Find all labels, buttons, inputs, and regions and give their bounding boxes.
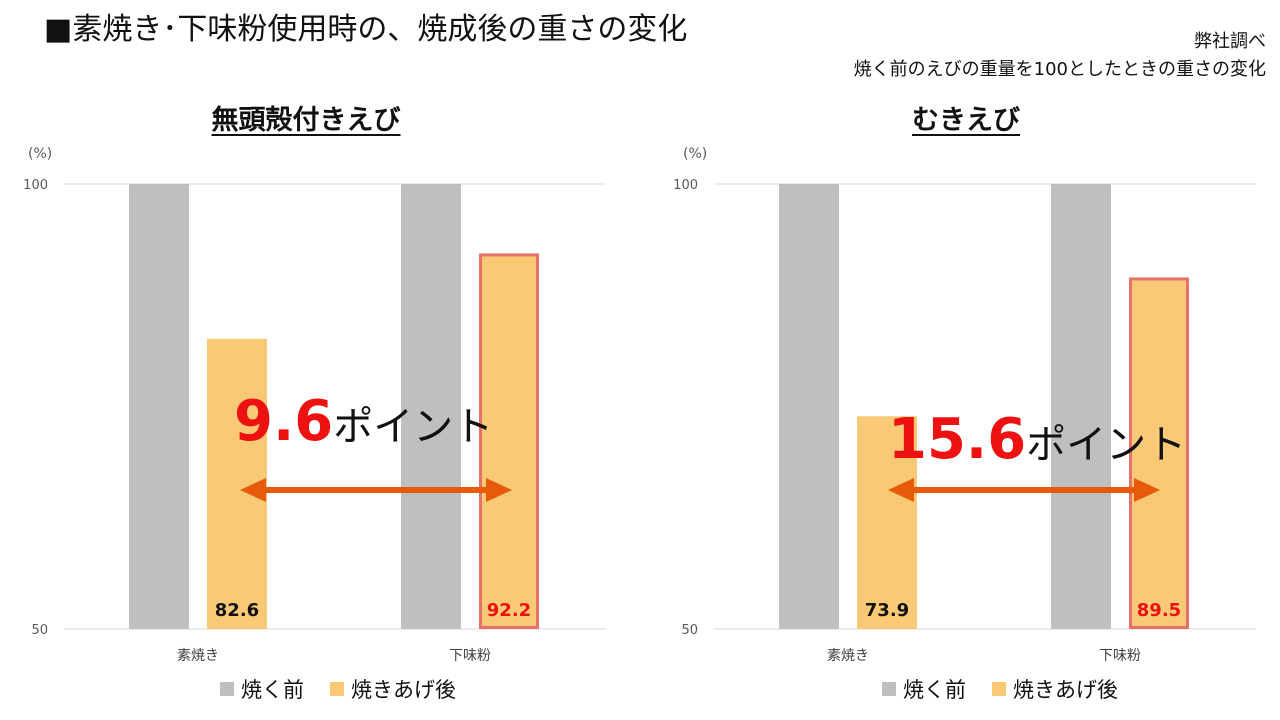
x-tick-label: 下味粉 [449, 648, 491, 664]
source-note-line1: 弊社調べ [1194, 31, 1266, 52]
data-label: 82.6 [215, 600, 259, 621]
arrow-head-left [888, 478, 914, 502]
x-tick-label: 素焼き [177, 648, 219, 664]
legend-label-after: 焼きあげ後 [351, 678, 456, 702]
y-tick-label: 100 [23, 178, 48, 193]
data-label: 89.5 [1137, 600, 1181, 621]
source-note: 弊社調べ 焼く前のえびの重量を100としたときの重さの変化 [854, 28, 1266, 84]
legend-item-after: 焼きあげ後 [992, 674, 1118, 704]
point-value: 9.6 [234, 389, 333, 454]
y-tick-label: 100 [673, 178, 698, 193]
legend-item-before: 焼く前 [882, 674, 966, 704]
y-tick-label: 50 [31, 623, 48, 638]
chart-title-right: むきえび [912, 105, 1020, 136]
point-value: 15.6 [888, 407, 1026, 472]
arrow-head-right [486, 478, 512, 502]
y-tick-label: 50 [681, 623, 698, 638]
legend-label-before: 焼く前 [903, 678, 966, 702]
arrow-head-left [240, 478, 266, 502]
legend-left: 焼く前 焼きあげ後 [220, 674, 482, 704]
legend-label-before: 焼く前 [241, 678, 304, 702]
point-suffix: ポイント [333, 404, 493, 450]
legend-swatch-after [992, 682, 1006, 696]
x-tick-label: 素焼き [827, 648, 869, 664]
bar-before [401, 184, 461, 629]
point-suffix: ポイント [1026, 422, 1186, 468]
page-title: ■素焼き･下味粉使用時の、焼成後の重さの変化 [44, 12, 688, 47]
legend-swatch-before [882, 682, 896, 696]
bar-after [857, 416, 917, 629]
legend-item-before: 焼く前 [220, 674, 304, 704]
bar-after [479, 253, 539, 629]
data-label: 73.9 [865, 600, 909, 621]
source-note-line2: 焼く前のえびの重量を100としたときの重さの変化 [853, 59, 1266, 80]
bar-after [1129, 277, 1189, 629]
arrow-head-right [1134, 478, 1160, 502]
unit-label: (%) [683, 146, 707, 162]
x-tick-label: 下味粉 [1099, 648, 1141, 664]
data-label: 92.2 [487, 600, 531, 621]
legend-right: 焼く前 焼きあげ後 [882, 674, 1144, 704]
point-annotation: 15.6ポイント [888, 407, 1186, 472]
legend-swatch-after [330, 682, 344, 696]
bar-before [1051, 184, 1111, 629]
point-annotation: 9.6ポイント [234, 389, 493, 454]
legend-swatch-before [220, 682, 234, 696]
unit-label: (%) [28, 146, 52, 162]
bar-before [779, 184, 839, 629]
legend-label-after: 焼きあげ後 [1013, 678, 1118, 702]
bar-before [129, 184, 189, 629]
legend-item-after: 焼きあげ後 [330, 674, 456, 704]
chart-title-left: 無頭殻付きえび [211, 105, 401, 136]
